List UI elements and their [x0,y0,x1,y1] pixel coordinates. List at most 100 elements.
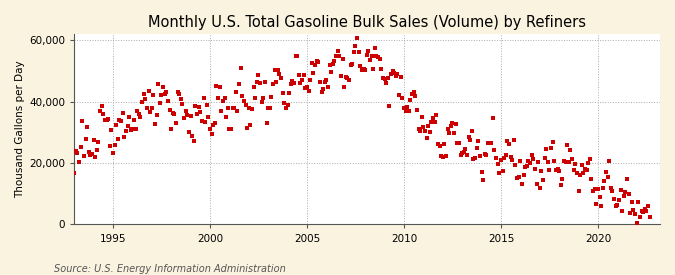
Point [348,49,359,54]
Point [412,108,423,113]
Point [114,118,125,122]
Point [300,85,310,90]
Point [499,155,510,160]
Point [222,106,233,111]
Point [463,134,474,139]
Point [221,115,232,119]
Point [462,153,472,157]
Point [91,147,102,152]
Point [416,114,427,119]
Point [177,102,188,106]
Point [526,153,537,158]
Point [316,89,327,94]
Point [176,97,186,101]
Point [164,108,175,112]
Point [578,171,589,176]
Point [471,146,482,150]
Point [156,92,167,97]
Point [414,129,425,133]
Point [281,105,292,110]
Point [554,169,564,174]
Point [326,70,337,74]
Point [486,141,497,145]
Point [248,84,259,89]
Point [396,75,406,79]
Point [379,77,390,82]
Point [568,167,579,172]
Point [549,159,560,164]
Point [418,125,429,129]
Point [180,109,191,114]
Point [533,160,543,164]
Point [86,152,97,156]
Point [158,85,169,89]
Point [394,93,404,97]
Point [551,168,562,172]
Point [491,155,502,160]
Point [321,78,331,82]
Point [216,108,227,113]
Point [214,85,225,89]
Point [457,151,468,155]
Point [311,59,322,64]
Point [121,129,132,133]
Point [596,204,607,208]
Point [263,106,273,110]
Point [77,119,88,123]
Point [428,116,439,120]
Point [297,78,308,82]
Point [381,81,392,85]
Point [107,151,118,155]
Point [586,177,597,181]
Point [126,128,136,132]
Point [583,161,593,165]
Point [426,120,437,124]
Point [559,159,570,163]
Point [369,46,380,50]
Point [224,127,235,131]
Point [352,35,362,40]
Point [521,164,532,169]
Point [287,79,298,84]
Point [431,113,441,117]
Point [541,147,551,151]
Point [192,111,202,116]
Point [305,78,316,82]
Point [339,85,350,89]
Point [423,123,433,128]
Point [390,74,401,78]
Point [634,215,645,219]
Point [101,118,112,123]
Point [213,96,223,101]
Point [537,177,548,182]
Point [523,159,534,164]
Point [644,215,655,219]
Point [574,173,585,177]
Point [90,155,101,159]
Point [332,49,343,54]
Point [232,109,243,114]
Point [410,94,421,98]
Point [617,209,628,213]
Point [208,123,219,127]
Point [211,84,222,88]
Point [545,145,556,150]
Point [392,72,403,76]
Point [425,130,435,134]
Point [146,106,157,110]
Point [557,177,568,181]
Point [217,99,228,103]
Point [122,124,133,129]
Text: Source: U.S. Energy Information Administration: Source: U.S. Energy Information Administ… [54,264,286,274]
Point [201,103,212,108]
Point [470,156,481,160]
Point [253,73,264,77]
Point [520,165,531,169]
Point [134,112,144,116]
Point [342,76,353,81]
Point [547,139,558,144]
Point [478,178,489,183]
Point [310,62,321,67]
Point [544,168,555,172]
Point [406,92,417,96]
